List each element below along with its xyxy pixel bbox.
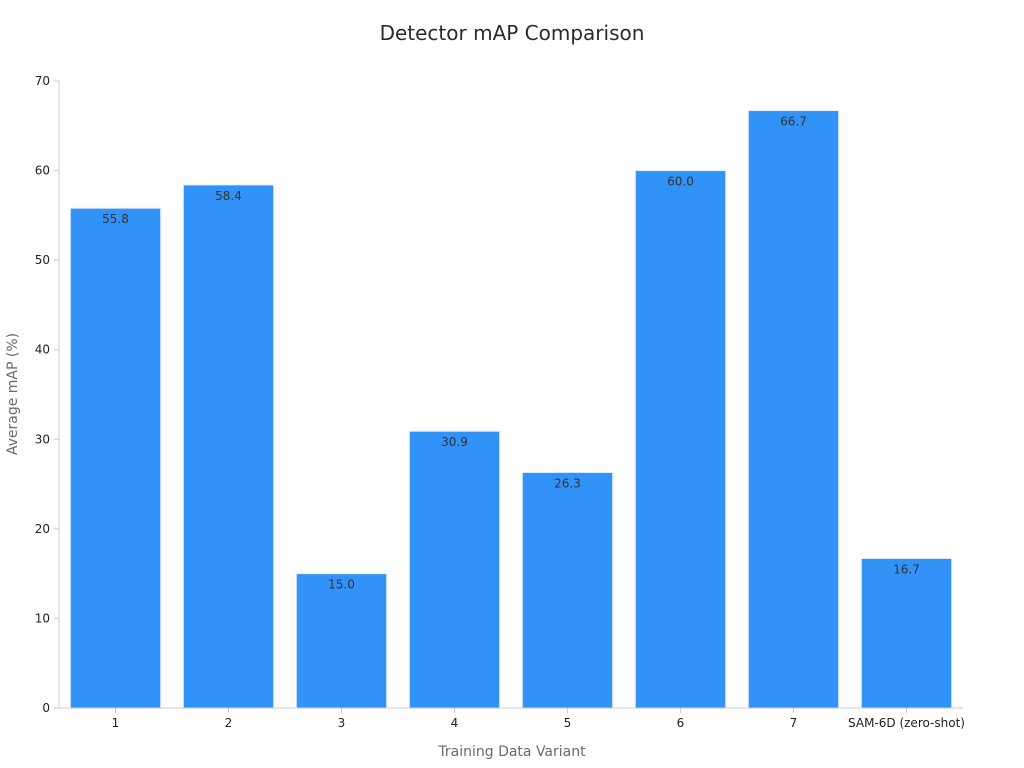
bar-value-label: 66.7	[780, 115, 807, 129]
x-tick-label: 4	[451, 716, 459, 730]
y-tick-label: 60	[35, 164, 50, 178]
x-axis-label: Training Data Variant	[437, 744, 586, 760]
labels-layer: 55.8 1 58.4 2 15.0 3 30.9 4 26.3 5 60.0 6 66.7 7 16.7 S…	[35, 74, 965, 730]
y-tick-label: 20	[35, 522, 50, 536]
bar-value-label: 15.0	[328, 578, 355, 592]
x-tick-label: SAM-6D (zero-shot)	[848, 716, 965, 730]
bar	[860, 557, 953, 709]
y-tick-label: 70	[35, 74, 50, 88]
chart-title: Detector mAP Comparison	[380, 21, 645, 45]
y-tick-label: 50	[35, 253, 50, 267]
bar	[521, 471, 614, 709]
bar-value-label: 58.4	[215, 189, 242, 203]
y-tick-label: 30	[35, 432, 50, 446]
bar	[634, 170, 727, 709]
x-tick-label: 3	[338, 716, 346, 730]
y-tick-label: 40	[35, 343, 50, 357]
bar-value-label: 16.7	[893, 562, 920, 576]
bar	[408, 430, 501, 709]
bar	[182, 184, 275, 709]
bar-value-label: 55.8	[102, 212, 129, 226]
y-tick-label: 0	[42, 701, 50, 715]
bar	[747, 110, 840, 709]
bar-value-label: 26.3	[554, 476, 581, 490]
x-tick-label: 7	[790, 716, 798, 730]
bar	[69, 207, 162, 709]
x-tick-label: 5	[564, 716, 572, 730]
y-tick-label: 10	[35, 611, 50, 625]
x-tick-label: 2	[225, 716, 233, 730]
x-tick-label: 6	[677, 716, 685, 730]
bar-value-label: 60.0	[667, 175, 694, 189]
bars-layer	[69, 110, 953, 709]
x-tick-label: 1	[112, 716, 120, 730]
bar	[295, 573, 388, 709]
bar-value-label: 30.9	[441, 435, 468, 449]
y-axis-label: Average mAP (%)	[5, 333, 21, 455]
axes-layer	[54, 80, 963, 713]
